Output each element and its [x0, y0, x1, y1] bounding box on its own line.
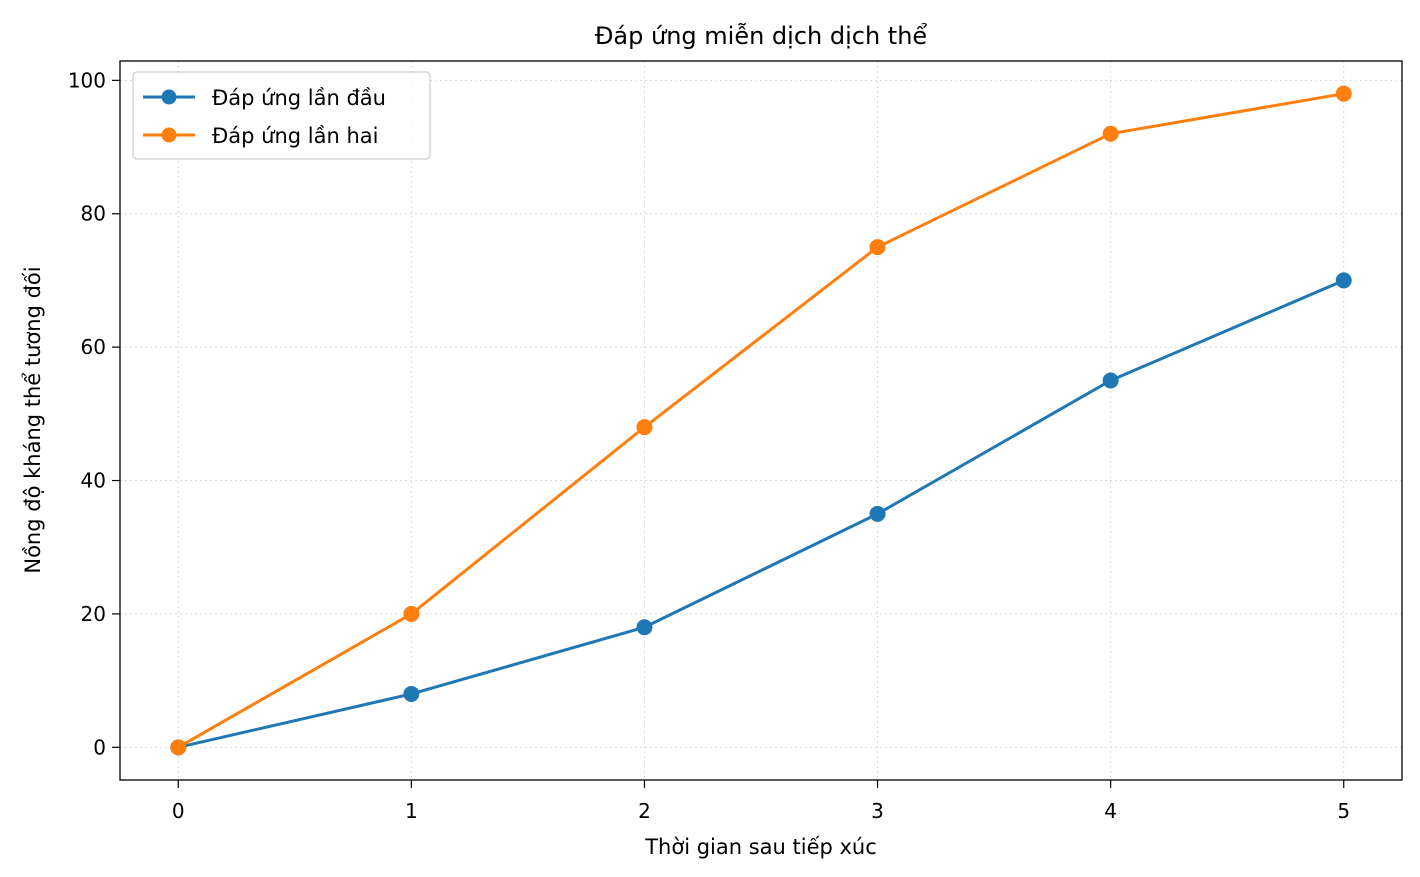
y-tick-label: 0	[93, 735, 106, 759]
legend-box	[132, 71, 431, 160]
y-axis: 0 20 40 60 80 100	[68, 68, 120, 759]
x-tick-label: 0	[172, 799, 185, 823]
x-tick-label: 3	[871, 799, 884, 823]
series-line	[176, 92, 1346, 749]
legend-label: Đáp ứng lần hai	[212, 124, 378, 148]
data-point	[636, 619, 653, 636]
data-point	[170, 739, 187, 756]
y-tick-label: 80	[81, 202, 106, 226]
legend-label: Đáp ứng lần đầu	[212, 86, 386, 110]
data-point	[869, 505, 886, 522]
series-line	[176, 278, 1346, 749]
x-tick-label: 1	[405, 799, 418, 823]
data-point	[636, 419, 653, 436]
data-point	[403, 685, 420, 702]
x-tick-label: 2	[638, 799, 651, 823]
y-tick-label: 100	[68, 68, 106, 92]
x-axis-label: Thời gian sau tiếp xúc	[644, 835, 877, 859]
plot-frame	[119, 60, 1403, 781]
x-tick-label: 5	[1337, 799, 1350, 823]
y-tick-label: 20	[81, 602, 106, 626]
x-tick-label: 4	[1104, 799, 1117, 823]
legend-item-2: Đáp ứng lần hai	[143, 124, 378, 148]
data-point	[869, 239, 886, 256]
legend-item-1: Đáp ứng lần đầu	[143, 86, 386, 110]
legend-swatch-marker	[161, 89, 177, 105]
data-point	[1102, 125, 1119, 142]
y-axis-label: Nồng độ kháng thể tương đối	[21, 266, 45, 573]
y-tick-label: 40	[81, 469, 106, 493]
data-point	[1335, 85, 1352, 102]
legend-swatch-marker	[161, 127, 177, 143]
chart-title: Đáp ứng miễn dịch dịch thể	[595, 21, 928, 50]
series-1	[170, 272, 1352, 756]
grid	[120, 61, 1402, 780]
series-layer	[170, 85, 1352, 756]
data-point	[403, 605, 420, 622]
series-2	[170, 85, 1352, 756]
data-point	[1335, 272, 1352, 289]
y-tick-label: 60	[81, 335, 106, 359]
x-axis: 0 1 2 3 4 5	[172, 780, 1350, 823]
legend: Đáp ứng lần đầu Đáp ứng lần hai	[132, 71, 431, 160]
data-point	[1102, 372, 1119, 389]
